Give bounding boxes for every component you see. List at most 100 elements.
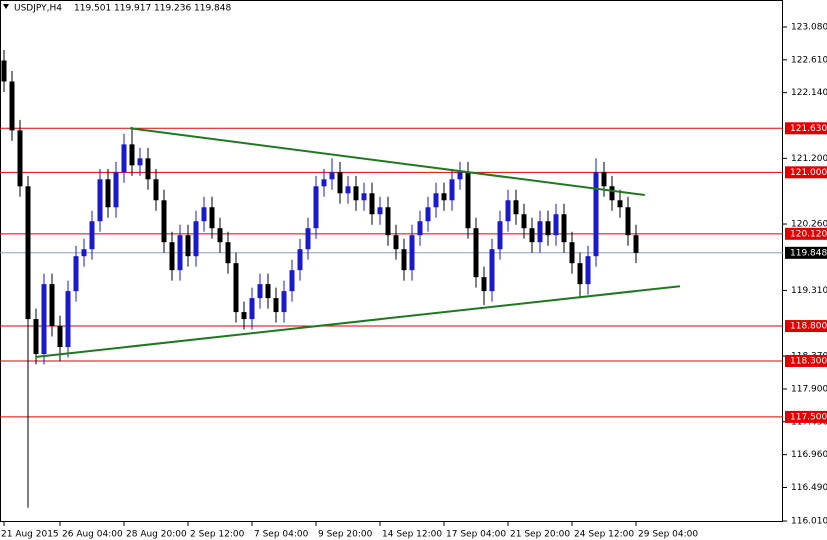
- candle-body: [297, 249, 303, 271]
- candle-body: [329, 172, 335, 180]
- candle-body: [153, 179, 159, 201]
- candle-body: [561, 214, 567, 243]
- candle-body: [249, 298, 255, 320]
- y-tick-label: 116.010: [791, 517, 827, 527]
- candle-body: [217, 228, 223, 243]
- candle-body: [457, 172, 463, 180]
- candle-body: [377, 207, 383, 215]
- candle-body: [361, 193, 367, 201]
- candle-body: [201, 207, 207, 222]
- candle-body: [609, 186, 615, 201]
- candle-body: [9, 81, 15, 131]
- candle-body: [177, 235, 183, 271]
- level-label: 121.000: [790, 168, 827, 178]
- candle-body: [577, 263, 583, 285]
- x-tick-label: 24 Sep 12:00: [574, 530, 634, 540]
- candle-body: [633, 235, 639, 253]
- candle-body: [305, 228, 311, 250]
- candle-body: [321, 179, 327, 187]
- candle-body: [257, 284, 263, 299]
- candle-body: [113, 172, 119, 208]
- x-tick-label: 2 Sep 12:00: [190, 530, 245, 540]
- candle-body: [553, 214, 559, 236]
- candle-body: [537, 221, 543, 243]
- candle-body: [225, 242, 231, 264]
- candle-body: [409, 235, 415, 271]
- level-label: 118.800: [790, 322, 827, 332]
- level-label: 120.120: [790, 229, 827, 239]
- level-label-bg: [785, 227, 827, 240]
- candle-body: [465, 172, 471, 229]
- candle-body: [233, 263, 239, 313]
- x-tick-label: 14 Sep 12:00: [382, 530, 442, 540]
- candle-body: [273, 298, 279, 313]
- x-tick-label: 9 Sep 20:00: [318, 530, 373, 540]
- x-tick-label: 28 Aug 20:00: [126, 530, 187, 540]
- plot-frame: [0, 0, 783, 522]
- y-tick-label: 123.080: [791, 22, 827, 32]
- x-tick-label: 21 Sep 20:00: [510, 530, 570, 540]
- header-price: 119.501: [74, 4, 111, 14]
- candle-body: [81, 249, 87, 257]
- candle-body: [473, 228, 479, 278]
- header-price: 119.848: [194, 4, 231, 14]
- y-tick-label: 116.960: [791, 450, 827, 460]
- candle-body: [441, 193, 447, 201]
- last-price-bg: [785, 246, 827, 259]
- candle-body: [617, 200, 623, 208]
- candle-body: [353, 186, 359, 201]
- candle-body: [25, 186, 31, 320]
- candle-body: [449, 179, 455, 201]
- y-tick-label: 117.900: [791, 384, 827, 394]
- level-label-bg: [785, 410, 827, 423]
- trendline: [129, 127, 645, 197]
- candle-body: [89, 221, 95, 250]
- y-tick-label: 122.610: [791, 55, 827, 65]
- candle-body: [425, 207, 431, 222]
- candle-body: [393, 235, 399, 250]
- symbol-arrow: [3, 4, 9, 9]
- candle-body: [385, 207, 391, 236]
- candle-body: [625, 207, 631, 236]
- candle-body: [193, 221, 199, 257]
- y-tick-label: 121.200: [791, 154, 827, 164]
- candle-body: [121, 144, 127, 173]
- candle-body: [33, 319, 39, 355]
- x-tick-label: 29 Sep 04:00: [638, 530, 698, 540]
- candle-body: [137, 158, 143, 166]
- candle-body: [97, 179, 103, 222]
- candle-body: [289, 270, 295, 292]
- candle-body: [489, 249, 495, 292]
- candle-body: [417, 221, 423, 236]
- y-tick-label: 116.490: [791, 483, 827, 493]
- candle-body: [1, 60, 7, 82]
- candle-body: [241, 312, 247, 320]
- x-tick-label: 21 Aug 2015: [1, 530, 59, 540]
- level-label: 117.500: [790, 412, 827, 422]
- candle-body: [265, 284, 271, 299]
- header-price: 119.917: [114, 4, 151, 14]
- x-tick-label: 26 Aug 04:00: [62, 530, 123, 540]
- candle-body: [185, 235, 191, 257]
- candle-body: [481, 277, 487, 292]
- level-label: 121.630: [790, 124, 827, 134]
- y-tick-label: 119.310: [791, 286, 827, 296]
- candle-body: [593, 172, 599, 257]
- candle-body: [401, 249, 407, 271]
- level-label-bg: [785, 354, 827, 367]
- candle-body: [529, 228, 535, 243]
- candle-body: [41, 284, 47, 355]
- y-tick-label: 122.140: [791, 88, 827, 98]
- level-label-bg: [785, 166, 827, 179]
- candle-body: [129, 144, 135, 166]
- candle-body: [569, 242, 575, 264]
- candle-body: [169, 242, 175, 271]
- candle-body: [369, 193, 375, 215]
- candle-body: [49, 284, 55, 327]
- symbol: USDJPY,H4: [14, 4, 62, 14]
- candle-body: [65, 291, 71, 348]
- candle-body: [601, 172, 607, 187]
- candle-body: [313, 186, 319, 229]
- candle-body: [57, 326, 63, 348]
